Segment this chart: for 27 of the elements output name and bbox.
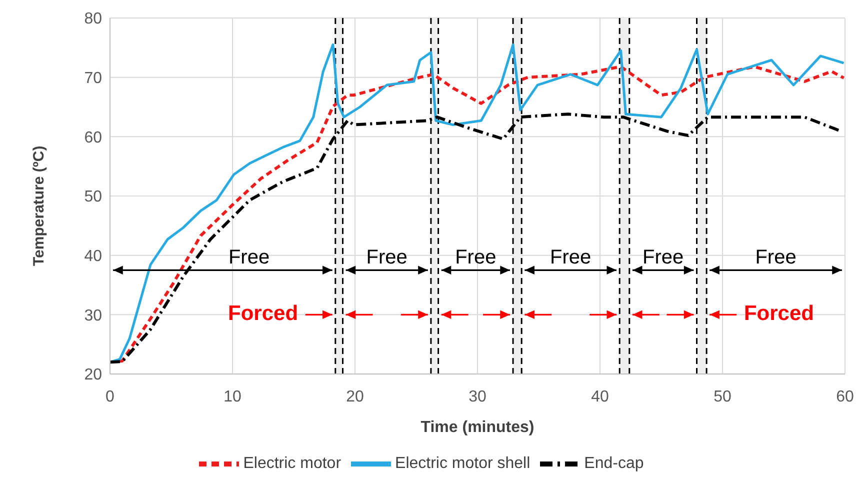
x-tick-label: 20	[346, 388, 364, 406]
x-tick-label: 30	[468, 388, 486, 406]
legend-label: Electric motor shell	[395, 455, 530, 472]
x-axis-title: Time (minutes)	[420, 419, 534, 436]
annotation: Forced	[744, 302, 814, 326]
y-tick-label: 20	[84, 366, 102, 384]
y-tick-label: 60	[84, 129, 102, 146]
y-tick-label: 50	[84, 188, 102, 206]
y-tick-label: 70	[84, 70, 102, 88]
x-tick-label: 40	[591, 388, 609, 406]
y-tick-label: 40	[84, 248, 102, 266]
y-axis-title: Temperature (ºC)	[30, 146, 48, 266]
x-tick-label: 0	[106, 388, 115, 406]
x-tick-label: 10	[224, 388, 242, 406]
annotation: Free	[550, 246, 592, 269]
annotation: Free	[755, 246, 796, 269]
annotation: Free	[642, 246, 684, 269]
legend-label: Electric motor	[243, 455, 342, 472]
y-tick-label: 80	[84, 10, 102, 28]
annotation: Forced	[228, 302, 298, 326]
legend-label: End-cap	[584, 455, 644, 472]
annotation: Free	[366, 246, 408, 269]
x-tick-label: 50	[714, 388, 732, 406]
y-tick-label: 30	[84, 307, 102, 324]
x-tick-label: 60	[836, 388, 854, 406]
annotation: Free	[455, 246, 496, 269]
annotation: Free	[228, 246, 270, 269]
